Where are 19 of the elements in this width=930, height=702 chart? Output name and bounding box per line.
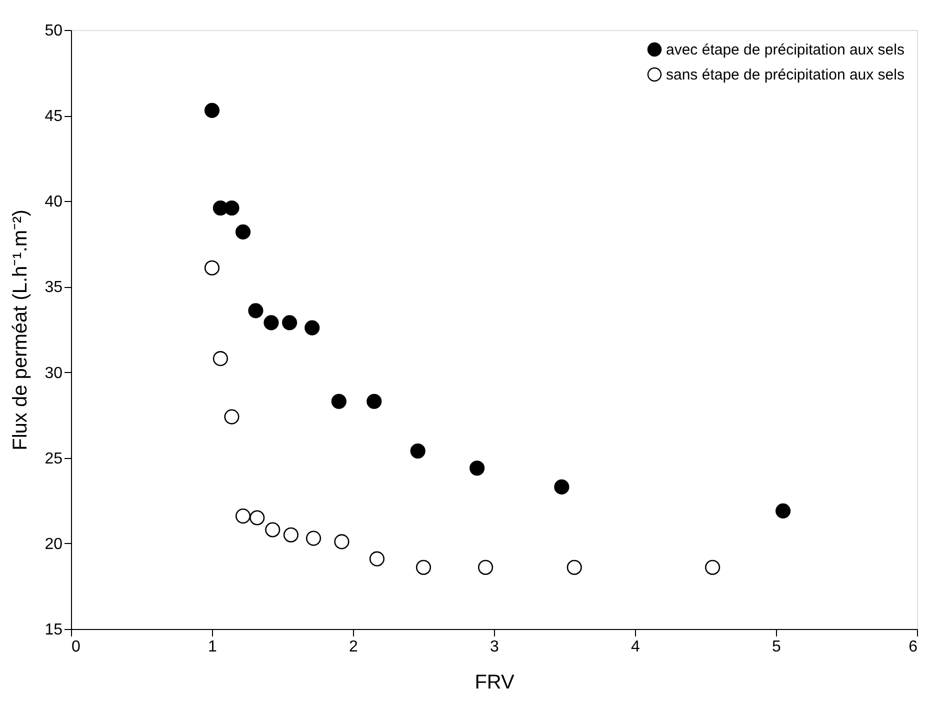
x-tick-label: 2 xyxy=(349,638,358,656)
x-tick-label: 3 xyxy=(490,638,500,656)
y-tick-label: 50 xyxy=(44,22,63,40)
x-tick-label: 1 xyxy=(208,638,218,656)
legend-label: avec étape de précipitation aux sels xyxy=(666,42,904,58)
y-tick-label: 15 xyxy=(44,622,63,638)
x-axis-title: FRV xyxy=(474,672,515,694)
x-tick-label: 4 xyxy=(631,638,640,656)
legend-label: sans étape de précipitation aux sels xyxy=(666,66,904,84)
x-tick-label: 0 xyxy=(72,638,80,656)
y-tick-label: 40 xyxy=(44,194,63,211)
y-tick-label: 35 xyxy=(44,279,63,296)
x-tick-label: 5 xyxy=(772,638,782,656)
y-tick-label: 25 xyxy=(44,450,63,468)
x-tick-label: 6 xyxy=(908,638,918,656)
y-tick-label: 45 xyxy=(44,108,63,126)
y-tick-label: 30 xyxy=(44,364,63,382)
y-tick-label: 20 xyxy=(44,536,63,553)
y-axis-title: Flux de perméat (L.h⁻¹.m⁻²) xyxy=(10,210,32,450)
